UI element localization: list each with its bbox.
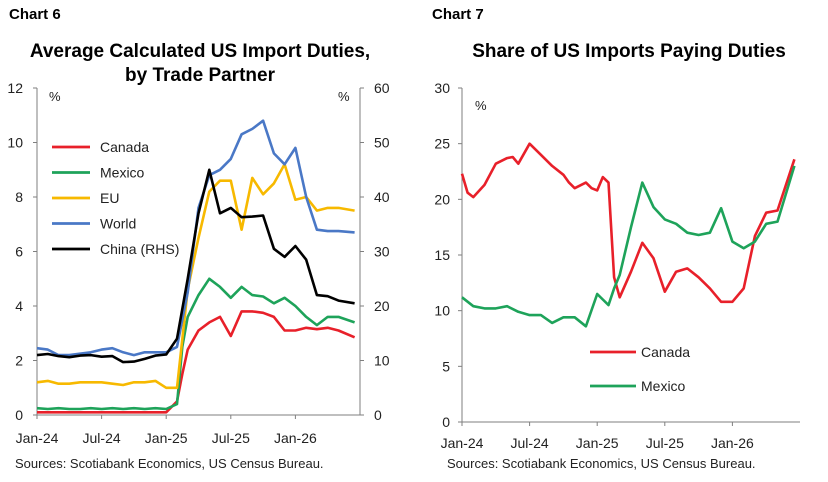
chart-7-legend-label: Canada <box>641 344 690 360</box>
chart-7-left-unit: % <box>475 98 487 113</box>
chart-6-title-line1: Average Calculated US Import Duties, <box>29 41 371 62</box>
chart-6-xtick-label: Jan-24 <box>16 430 59 446</box>
chart-6-ytick-right-label: 60 <box>374 80 390 96</box>
chart-7-xtick-label: Jul-24 <box>511 435 549 451</box>
chart-6-series-mexico <box>36 277 356 411</box>
chart-6-title: Average Calculated US Import Duties, by … <box>0 40 400 88</box>
chart-6-ytick-left-label: 6 <box>15 244 23 260</box>
chart-7-ytick-label: 0 <box>442 414 450 430</box>
chart-6-legend-label: China (RHS) <box>100 241 179 257</box>
chart-7-xtick-label: Jan-24 <box>441 435 484 451</box>
chart-6-ytick-left-label: 4 <box>15 298 23 314</box>
chart-6-series-eu <box>36 163 355 390</box>
chart-7-series-canada <box>460 142 796 304</box>
chart-6-ytick-left-label: 10 <box>7 135 23 151</box>
chart-6-ytick-left-label: 0 <box>15 407 23 423</box>
chart-7-xtick-label: Jul-25 <box>646 435 684 451</box>
chart-7-ytick-label: 15 <box>434 247 450 263</box>
chart-6-right-unit: % <box>338 89 350 104</box>
chart-7-xtick-label: Jan-26 <box>711 435 754 451</box>
chart-6-series-canada <box>37 310 356 414</box>
chart-7-series-mexico <box>461 165 796 328</box>
chart-7-source: Sources: Scotiabank Economics, US Census… <box>447 456 756 471</box>
chart-6-legend-label: Canada <box>100 139 149 155</box>
chart-6-legend-label: World <box>100 216 136 232</box>
chart-7-xtick-label: Jan-25 <box>576 435 619 451</box>
chart-7-title: Share of US Imports Paying Duties <box>472 41 786 62</box>
chart-6-ytick-right-label: 30 <box>374 244 390 260</box>
chart-7-label: Chart 7 <box>432 6 484 23</box>
chart-6-xtick-label: Jan-25 <box>145 430 188 446</box>
chart-6-source: Sources: Scotiabank Economics, US Census… <box>15 456 324 471</box>
chart-6-plot: 0 2 4 6 8 10 12 0 10 20 30 40 50 60% % Jan-24 Jul-24 Jan-… <box>7 80 390 446</box>
chart-6-xtick-label: Jan-26 <box>274 430 317 446</box>
chart-6-ytick-right-label: 50 <box>374 135 390 151</box>
chart-6-ytick-left-label: 2 <box>15 353 23 369</box>
chart-6-left-unit: % <box>49 89 61 104</box>
chart-6-ytick-right-label: 40 <box>374 189 390 205</box>
chart-6-ytick-left-label: 8 <box>15 189 23 205</box>
chart-7-ytick-label: 20 <box>434 191 450 207</box>
chart-6-ytick-right-label: 20 <box>374 298 390 314</box>
chart-7-ytick-label: 10 <box>434 303 450 319</box>
chart-6-xtick-label: Jul-24 <box>83 430 121 446</box>
chart-6-series-china-rhs <box>36 168 355 364</box>
chart-7-ytick-label: 25 <box>434 136 450 152</box>
chart-6-ytick-right-label: 10 <box>374 353 390 369</box>
chart-7-legend-label: Mexico <box>641 378 686 394</box>
chart-6-legend-label: EU <box>100 190 119 206</box>
chart-7-ytick-label: 5 <box>442 358 450 374</box>
chart-6-ytick-left-label: 12 <box>7 80 23 96</box>
chart-6-label: Chart 6 <box>9 6 61 23</box>
chart-6-xtick-label: Jul-25 <box>212 430 250 446</box>
chart-6-ytick-right-label: 0 <box>374 407 382 423</box>
chart-6-title-line2: by Trade Partner <box>125 65 275 86</box>
chart-6-legend-label: Mexico <box>100 165 145 181</box>
chart-7-ytick-label: 30 <box>434 80 450 96</box>
